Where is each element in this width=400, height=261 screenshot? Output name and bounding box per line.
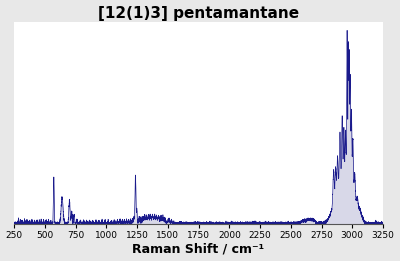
X-axis label: Raman Shift / cm⁻¹: Raman Shift / cm⁻¹	[132, 242, 265, 256]
Title: [12(1)3] pentamantane: [12(1)3] pentamantane	[98, 5, 299, 21]
